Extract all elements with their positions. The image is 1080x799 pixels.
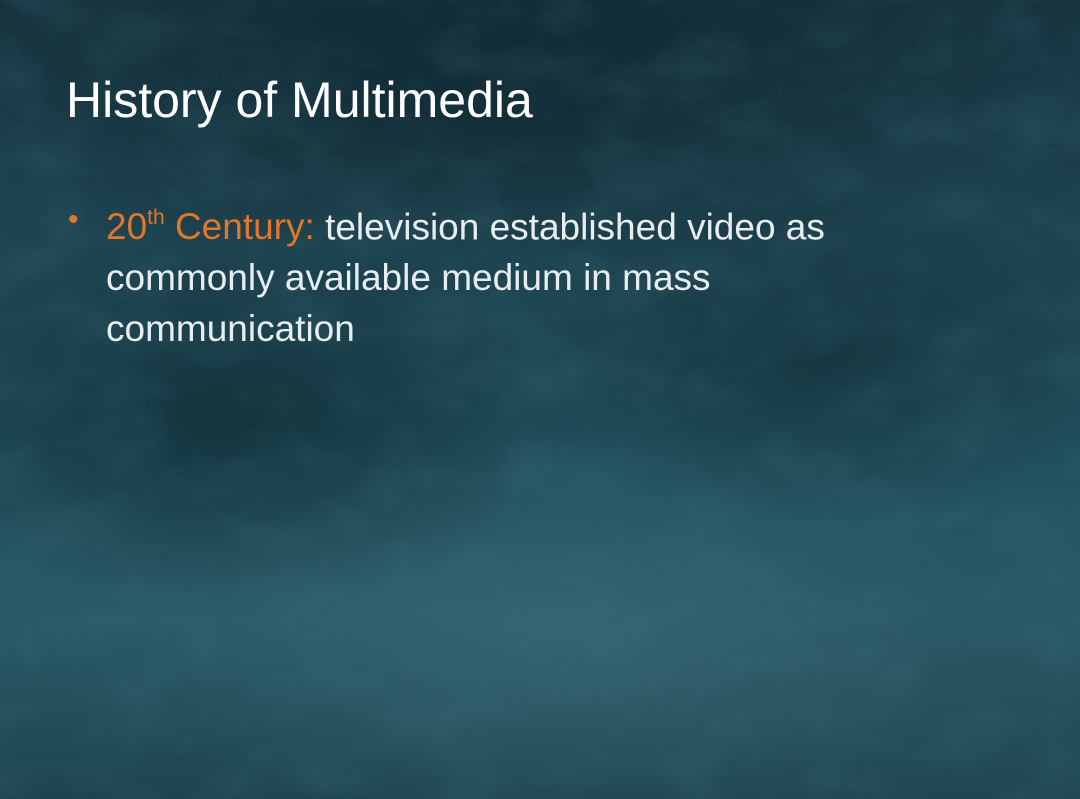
list-item: • 20th Century: television established v… xyxy=(66,194,966,354)
bullet-lead-rest: Century: xyxy=(164,206,315,248)
bullet-lead-number: 20 xyxy=(106,206,148,248)
bullet-list: • 20th Century: television established v… xyxy=(66,194,966,354)
bullet-dot-icon: • xyxy=(68,203,79,236)
slide-title: History of Multimedia xyxy=(66,72,533,128)
bullet-lead: 20th Century: xyxy=(106,206,315,247)
bullet-lead-superscript: th xyxy=(147,206,165,229)
bullet-body: television established video as commonly… xyxy=(106,206,825,350)
